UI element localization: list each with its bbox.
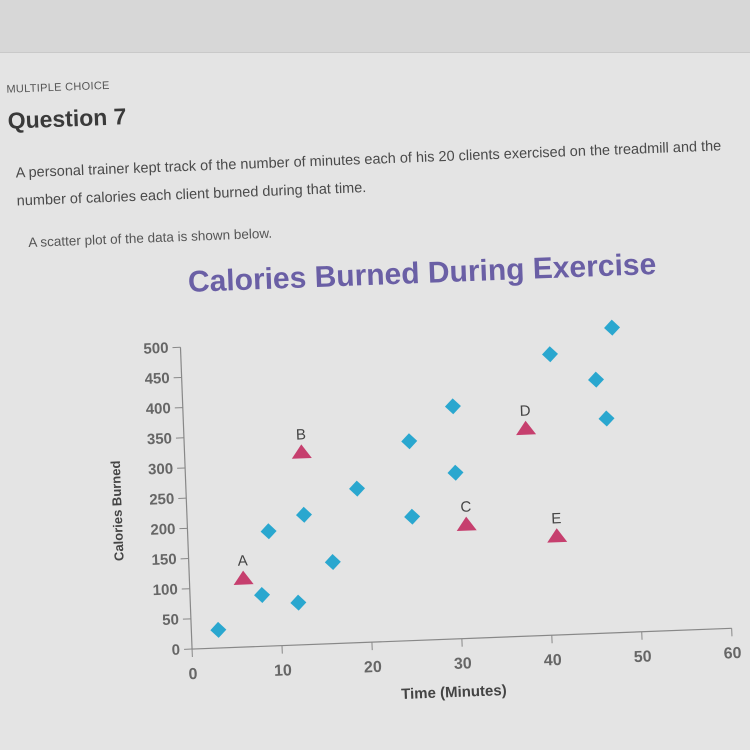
point-label: C bbox=[460, 498, 472, 515]
diamond-point bbox=[254, 586, 271, 603]
triangle-point bbox=[291, 444, 312, 459]
y-tick-label: 100 bbox=[152, 581, 178, 599]
question-card: MULTIPLE CHOICE Question 7 A personal tr… bbox=[0, 49, 750, 749]
triangle-point bbox=[233, 570, 254, 585]
point-label: A bbox=[237, 552, 248, 569]
x-axis-label: Time (Minutes) bbox=[401, 682, 507, 703]
y-tick-label: 50 bbox=[162, 611, 179, 629]
diamond-point bbox=[324, 554, 341, 571]
y-tick-label: 250 bbox=[149, 491, 175, 509]
point-label: D bbox=[519, 402, 531, 419]
x-tick-label: 0 bbox=[188, 666, 198, 683]
y-tick-label: 350 bbox=[147, 430, 173, 448]
x-tick-label: 50 bbox=[633, 648, 652, 666]
diamond-point bbox=[444, 398, 461, 415]
diamond-point bbox=[404, 508, 421, 525]
x-tick-label: 60 bbox=[723, 645, 742, 663]
x-tick-label: 10 bbox=[274, 662, 293, 680]
diamond-point bbox=[598, 410, 615, 427]
y-tick-label: 400 bbox=[145, 400, 171, 418]
diamond-point bbox=[295, 506, 312, 523]
triangle-point bbox=[516, 420, 537, 436]
scatter-chart: 0 50 100 150 200 250 300 350 400 450 500 0 10 20 30 40 5… bbox=[108, 319, 742, 703]
y-tick-label: 300 bbox=[148, 460, 174, 478]
chart-title: Calories Burned During Exercise bbox=[187, 247, 657, 299]
diamond-point bbox=[260, 523, 277, 540]
point-label: E bbox=[551, 510, 562, 527]
point-label: B bbox=[296, 426, 307, 443]
question-text: A personal trainer kept track of the num… bbox=[15, 138, 722, 210]
x-tick-label: 20 bbox=[364, 659, 383, 677]
x-tick-label: 30 bbox=[454, 655, 473, 673]
triangle-point bbox=[456, 516, 477, 532]
diamond-point bbox=[290, 594, 307, 611]
diamond-point bbox=[447, 464, 464, 481]
y-tick-label: 0 bbox=[171, 642, 180, 659]
question-intro: A scatter plot of the data is shown belo… bbox=[28, 225, 273, 251]
diamond-point bbox=[604, 319, 621, 336]
y-tick-label: 200 bbox=[150, 521, 176, 539]
y-axis-label: Calories Burned bbox=[108, 460, 127, 561]
question-type-label: MULTIPLE CHOICE bbox=[6, 79, 110, 96]
y-tick-label: 450 bbox=[144, 370, 170, 388]
x-tick-label: 40 bbox=[544, 652, 563, 670]
top-band bbox=[0, 0, 750, 53]
diamond-point bbox=[588, 371, 605, 388]
diamond-point bbox=[401, 433, 418, 450]
y-tick-label: 500 bbox=[143, 340, 169, 358]
diamond-point bbox=[210, 621, 227, 638]
diamond-point bbox=[349, 480, 366, 497]
triangle-point bbox=[547, 528, 568, 543]
diamond-point bbox=[542, 346, 559, 363]
y-tick-label: 150 bbox=[151, 551, 177, 569]
question-title: Question 7 bbox=[7, 103, 127, 134]
